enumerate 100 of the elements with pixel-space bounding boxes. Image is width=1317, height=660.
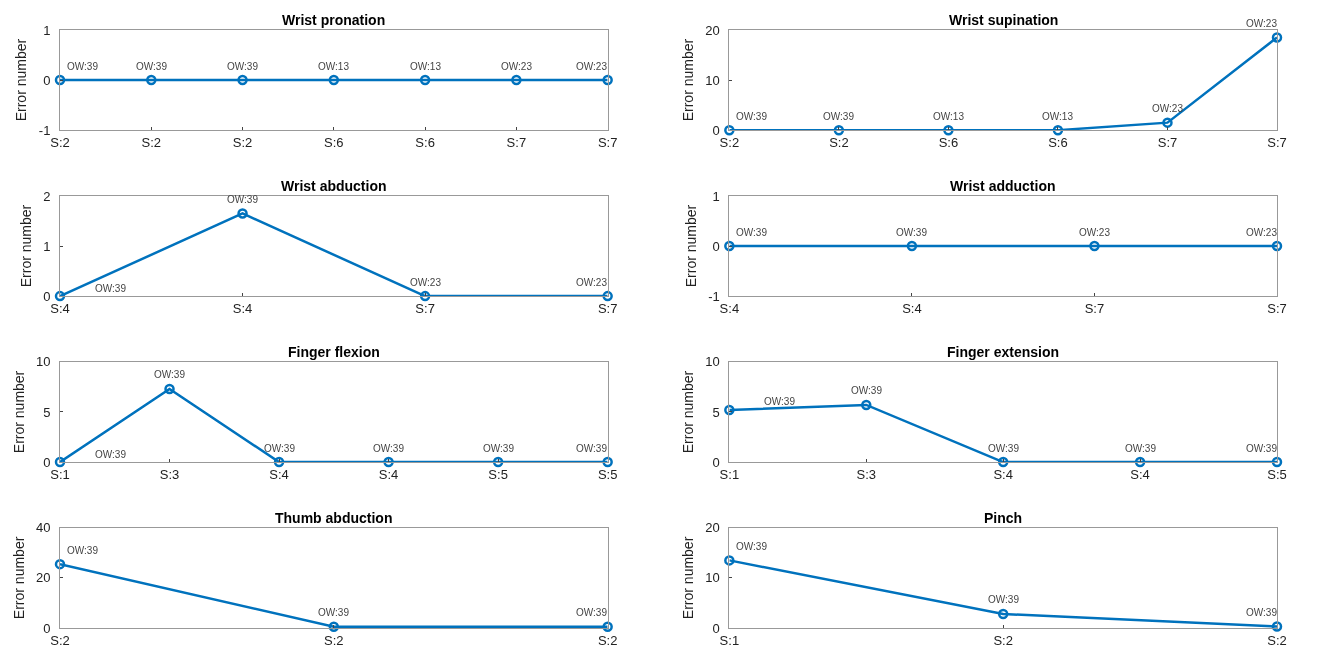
x-tick-label: S:5 xyxy=(1267,466,1287,482)
x-tick-label: S:1 xyxy=(719,466,740,482)
y-tick-label: -1 xyxy=(38,122,51,138)
point xyxy=(997,608,1009,620)
annotation: OW:39 xyxy=(67,61,99,72)
chart-title: Wrist pronation xyxy=(282,12,386,28)
y-axis-title: Error number xyxy=(682,204,699,288)
annotation: OW:39 xyxy=(851,385,883,396)
x-tick-label: S:3 xyxy=(856,466,877,482)
y-tick-label: 10 xyxy=(35,354,51,370)
y-tick-label: -1 xyxy=(708,288,720,304)
x-tick-label: S:6 xyxy=(1048,134,1068,150)
y-axis-title: Error number xyxy=(17,204,34,288)
y-tick-label: 0 xyxy=(712,122,720,138)
annotation: OW:23 xyxy=(576,61,608,72)
y-axis-title: Error number xyxy=(10,536,27,620)
annotation: OW:39 xyxy=(896,227,928,238)
point xyxy=(861,399,872,411)
point xyxy=(997,456,1009,468)
y-tick-label: 0 xyxy=(712,238,720,254)
annotation: OW:39 xyxy=(1246,607,1278,618)
y-tick-label: 0 xyxy=(43,620,51,636)
y-tick-label: 10 xyxy=(705,72,720,88)
x-tick-label: S:7 xyxy=(1267,300,1287,316)
annotation: OW:39 xyxy=(67,545,99,556)
annotation: OW:13 xyxy=(933,111,965,122)
y-tick-label: 10 xyxy=(705,570,720,586)
annotation: OW:39 xyxy=(1246,443,1278,454)
x-tick-label: S:4 xyxy=(993,466,1013,482)
point xyxy=(1271,456,1283,468)
y-tick-label: 20 xyxy=(705,22,720,38)
x-tick-label: S:6 xyxy=(324,134,344,150)
x-tick-label: S:7 xyxy=(1084,300,1105,316)
y-tick-label: 1 xyxy=(712,188,720,204)
point xyxy=(724,555,735,566)
x-tick-label: S:2 xyxy=(50,632,70,648)
y-tick-label: 20 xyxy=(705,520,720,536)
x-tick-label: S:4 xyxy=(719,300,740,316)
annotation: OW:13 xyxy=(1042,111,1074,122)
annotation: OW:39 xyxy=(483,443,515,454)
annotation: OW:39 xyxy=(95,449,127,460)
annotation: OW:39 xyxy=(988,594,1020,605)
point xyxy=(943,124,954,136)
y-tick-label: 40 xyxy=(35,520,51,536)
x-tick-label: S:7 xyxy=(1157,134,1178,150)
annotation: OW:23 xyxy=(576,277,608,288)
x-tick-label: S:4 xyxy=(50,300,70,316)
y-tick-label: 20 xyxy=(35,570,51,586)
annotation: OW:39 xyxy=(736,111,768,122)
x-tick-label: S:2 xyxy=(993,632,1013,648)
x-tick-label: S:4 xyxy=(1130,466,1150,482)
point xyxy=(1271,32,1283,43)
annotation: OW:39 xyxy=(373,443,405,454)
y-tick-label: 0 xyxy=(712,454,720,470)
y-axis-title: Error number xyxy=(10,370,27,454)
chart-title: Wrist adduction xyxy=(950,178,1056,194)
point xyxy=(833,124,845,136)
chart-title: Finger extension xyxy=(947,344,1060,360)
annotation: OW:39 xyxy=(154,369,186,380)
annotation: OW:39 xyxy=(1125,443,1157,454)
annotation: OW:39 xyxy=(264,443,296,454)
x-tick-label: S:2 xyxy=(232,134,253,150)
point xyxy=(724,404,735,416)
point xyxy=(1052,124,1064,136)
x-tick-label: S:2 xyxy=(50,134,70,150)
chart-title: Wrist supination xyxy=(949,12,1059,28)
x-tick-label: S:3 xyxy=(159,466,180,482)
x-tick-label: S:2 xyxy=(597,632,618,648)
x-tick-label: S:7 xyxy=(597,300,618,316)
annotation: OW:23 xyxy=(1246,227,1278,238)
y-tick-label: 0 xyxy=(43,288,51,304)
x-tick-label: S:7 xyxy=(506,134,527,150)
point xyxy=(724,124,735,136)
chart-title: Wrist abduction xyxy=(281,178,387,194)
annotation: OW:39 xyxy=(736,227,768,238)
annotation: OW:23 xyxy=(410,277,442,288)
x-tick-label: S:6 xyxy=(415,134,435,150)
annotation: OW:39 xyxy=(227,194,259,205)
annotation: OW:13 xyxy=(318,61,350,72)
chart-title: Finger flexion xyxy=(288,344,380,360)
x-tick-label: S:2 xyxy=(141,134,162,150)
y-tick-label: 1 xyxy=(43,238,51,254)
y-tick-label: 1 xyxy=(43,22,51,38)
x-tick-label: S:4 xyxy=(269,466,289,482)
x-tick-label: S:5 xyxy=(488,466,508,482)
annotation: OW:39 xyxy=(576,443,608,454)
y-axis-title: Error number xyxy=(679,38,696,122)
x-tick-label: S:2 xyxy=(1267,632,1287,648)
y-axis-title: Error number xyxy=(679,536,696,620)
annotation: OW:39 xyxy=(736,541,768,552)
annotation: OW:39 xyxy=(136,61,168,72)
point xyxy=(1271,621,1283,632)
x-tick-label: S:1 xyxy=(719,632,740,648)
x-tick-label: S:4 xyxy=(902,300,922,316)
chart-title: Pinch xyxy=(984,510,1023,526)
x-tick-label: S:2 xyxy=(719,134,740,150)
y-tick-label: 5 xyxy=(712,404,720,420)
y-tick-label: 5 xyxy=(43,404,51,420)
x-tick-label: S:1 xyxy=(50,466,70,482)
annotation: OW:39 xyxy=(95,283,127,294)
